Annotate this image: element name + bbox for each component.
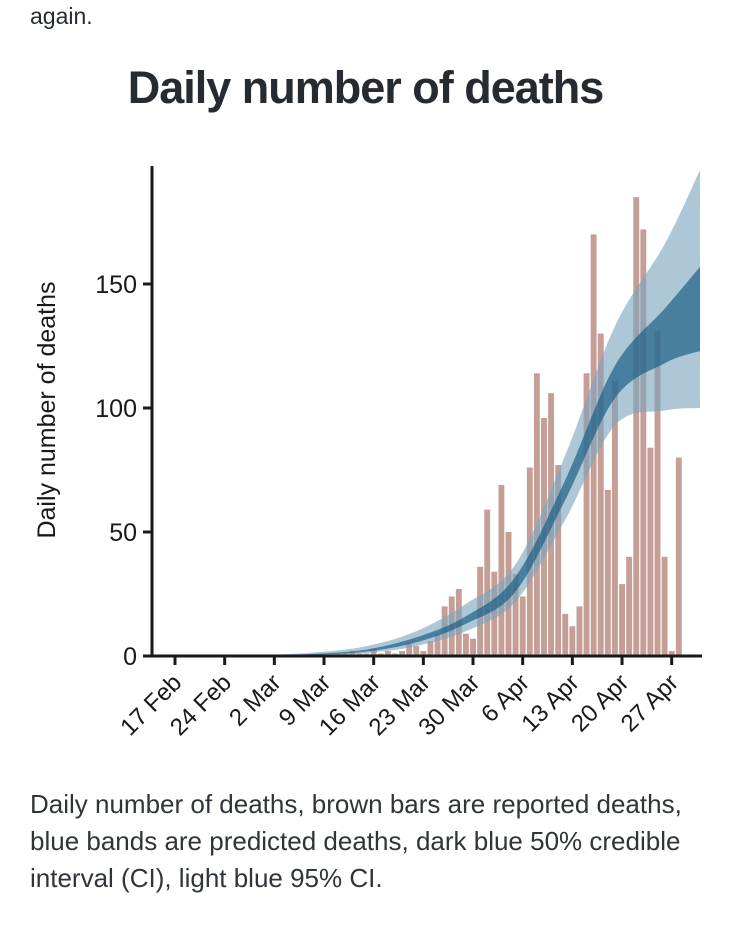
- reported-deaths-bar: [583, 373, 590, 656]
- y-tick-label: 0: [123, 643, 137, 671]
- reported-deaths-bar: [569, 626, 576, 656]
- reported-deaths-bar: [399, 651, 406, 656]
- reported-deaths-bar: [675, 457, 682, 656]
- reported-deaths-bar: [427, 641, 434, 656]
- reported-deaths-bar: [384, 651, 391, 656]
- reported-deaths-bar: [654, 331, 661, 656]
- reported-deaths-bar: [640, 229, 647, 656]
- reported-deaths-bar: [611, 380, 618, 656]
- y-tick-label: 50: [109, 519, 137, 547]
- reported-deaths-bar: [626, 556, 633, 656]
- reported-deaths-bar: [519, 596, 526, 656]
- figure-caption: Daily number of deaths, brown bars are r…: [30, 789, 682, 893]
- reported-deaths-bar: [470, 638, 476, 656]
- reported-deaths-bar: [619, 584, 625, 656]
- reported-deaths-bar: [498, 484, 505, 656]
- daily-deaths-chart: 0 50 100 150 17 Feb 24 Feb 2 Mar 9 Mar 16 Mar 23 …: [0, 150, 731, 780]
- y-tick-label: 150: [95, 271, 137, 299]
- reported-deaths-bar: [434, 633, 441, 656]
- reported-deaths-bar: [533, 373, 540, 656]
- reported-deaths-bar: [661, 556, 668, 656]
- page-top-text: again.: [30, 3, 93, 29]
- reported-deaths-bar: [668, 651, 675, 656]
- reported-deaths-bar: [406, 643, 413, 656]
- reported-deaths-bar: [462, 633, 469, 656]
- reported-deaths-bar: [555, 465, 562, 656]
- ci-95-band: [246, 170, 700, 656]
- x-tick-label: 2 Mar: [224, 669, 286, 731]
- reported-deaths-bar: [420, 651, 427, 656]
- reported-deaths-bar: [647, 447, 654, 656]
- y-axis-label: Daily number of deaths: [33, 281, 61, 538]
- reported-deaths-bar: [633, 197, 640, 656]
- reported-deaths-bar: [512, 574, 519, 656]
- x-tick-label: 27 Apr: [616, 669, 684, 737]
- reported-deaths-bar: [597, 333, 604, 656]
- reported-deaths-bar: [484, 509, 491, 656]
- reported-deaths-bar: [413, 646, 420, 656]
- y-tick-label: 100: [95, 395, 137, 423]
- figure-title: Daily number of deaths: [127, 62, 605, 113]
- reported-deaths-bar: [604, 489, 611, 656]
- reported-deaths-bar: [576, 606, 583, 656]
- reported-deaths-bar: [562, 613, 569, 656]
